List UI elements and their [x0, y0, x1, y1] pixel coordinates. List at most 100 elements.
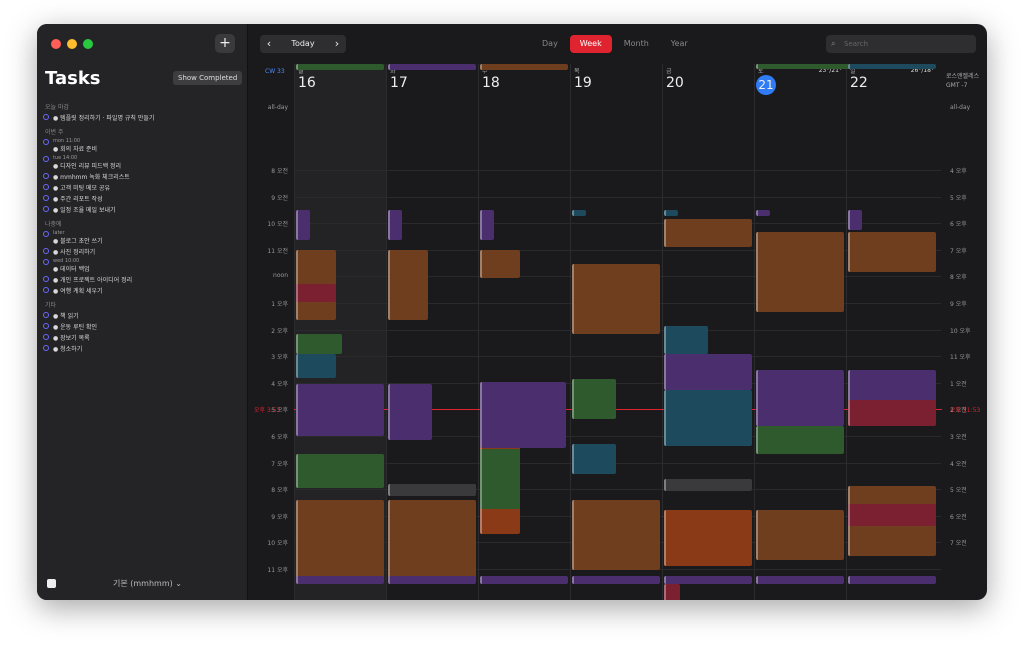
task-checkbox[interactable] — [43, 206, 49, 212]
calendar-checkbox[interactable] — [47, 579, 56, 588]
calendar-event[interactable] — [664, 210, 678, 216]
calendar-event[interactable] — [296, 64, 384, 70]
calendar-event[interactable] — [664, 479, 752, 491]
calendar-event[interactable] — [664, 510, 752, 566]
calendar-event[interactable] — [848, 210, 862, 230]
view-week[interactable]: Week — [569, 35, 612, 53]
calendar-event[interactable] — [480, 250, 520, 278]
calendar-event[interactable] — [848, 64, 936, 69]
calendar-event[interactable] — [480, 576, 568, 584]
day-column[interactable] — [846, 64, 938, 600]
task-checkbox[interactable] — [43, 276, 49, 282]
day-column[interactable] — [478, 64, 570, 600]
calendar-event[interactable] — [756, 232, 844, 312]
task-item[interactable]: wed 10:00 ● 데이터 백업 — [43, 258, 241, 273]
calendar-event[interactable] — [572, 379, 616, 419]
calendar-event[interactable] — [388, 250, 428, 320]
calendar-event[interactable] — [848, 370, 936, 402]
day-header[interactable]: 일 22 26°/18° — [846, 64, 938, 100]
calendar-event[interactable] — [756, 510, 844, 560]
today-button[interactable]: Today — [278, 35, 328, 53]
calendar-event[interactable] — [572, 500, 660, 570]
task-item[interactable]: ● 주간 리포트 작성 — [43, 194, 241, 203]
day-header[interactable]: 화 17 — [386, 64, 478, 100]
calendar-event[interactable] — [664, 576, 752, 584]
calendar-event[interactable] — [756, 426, 844, 454]
zoom-button[interactable] — [83, 39, 93, 49]
view-day[interactable]: Day — [542, 39, 558, 48]
task-item[interactable]: ● mmhmm 녹화 체크리스트 — [43, 172, 241, 181]
calendar-event[interactable] — [388, 64, 476, 70]
task-item[interactable]: later ● 블로그 초안 쓰기 — [43, 230, 241, 245]
calendar-event[interactable] — [480, 382, 566, 448]
calendar-event[interactable] — [756, 210, 770, 216]
task-item[interactable]: ● 여행 계획 세우기 — [43, 286, 241, 295]
task-item[interactable]: ● 청소하기 — [43, 344, 241, 353]
task-checkbox[interactable] — [43, 173, 49, 179]
day-column[interactable] — [570, 64, 662, 600]
day-header[interactable]: 월 16 — [294, 64, 386, 100]
calendar-event[interactable] — [296, 284, 336, 302]
task-checkbox[interactable] — [43, 114, 49, 120]
task-checkbox[interactable] — [43, 195, 49, 201]
day-header[interactable]: 토 21 23°/21° — [754, 64, 846, 100]
task-checkbox[interactable] — [43, 287, 49, 293]
calendar-event[interactable] — [756, 576, 844, 584]
task-item[interactable]: ● 고객 미팅 메모 공유 — [43, 183, 241, 192]
day-header[interactable]: 수 18 — [478, 64, 570, 100]
calendar-event[interactable] — [296, 454, 384, 488]
task-checkbox[interactable] — [43, 184, 49, 190]
task-checkbox[interactable] — [43, 259, 49, 265]
day-header[interactable]: 목 19 — [570, 64, 662, 100]
search-field[interactable]: ⌕ Search — [826, 35, 976, 53]
calendar-event[interactable] — [480, 64, 568, 70]
calendar-event[interactable] — [664, 219, 752, 247]
task-item[interactable]: mon 11:00 ● 회의 자료 준비 — [43, 138, 241, 153]
calendar-event[interactable] — [388, 500, 476, 580]
calendar-name-label[interactable]: 기본 (mmhmm) ⌄ — [113, 579, 182, 588]
view-year[interactable]: Year — [670, 39, 688, 48]
calendar-event[interactable] — [480, 210, 494, 240]
calendar-event[interactable] — [756, 370, 844, 426]
calendar-event[interactable] — [388, 576, 476, 584]
calendar-event[interactable] — [664, 326, 708, 354]
calendar-event[interactable] — [664, 354, 752, 390]
calendar-event[interactable] — [572, 210, 586, 216]
calendar-event[interactable] — [388, 384, 432, 440]
calendar-event[interactable] — [848, 232, 936, 272]
calendar-event[interactable] — [480, 449, 520, 509]
calendar-event[interactable] — [848, 576, 936, 584]
view-month[interactable]: Month — [623, 39, 649, 48]
calendar-event[interactable] — [572, 264, 660, 334]
day-column[interactable] — [386, 64, 478, 600]
calendar-event[interactable] — [296, 576, 384, 584]
add-task-button[interactable]: + — [215, 34, 235, 53]
task-item[interactable]: ● 책 읽기 — [43, 311, 241, 320]
day-header[interactable]: 금 20 — [662, 64, 754, 100]
task-checkbox[interactable] — [43, 334, 49, 340]
close-button[interactable] — [51, 39, 61, 49]
calendar-event[interactable] — [756, 64, 852, 69]
day-column[interactable] — [754, 64, 846, 600]
calendar-event[interactable] — [388, 484, 476, 496]
calendar-event[interactable] — [296, 210, 310, 240]
calendar-event[interactable] — [664, 390, 752, 446]
task-item[interactable]: ● 일정 조율 메일 보내기 — [43, 205, 241, 214]
day-column[interactable] — [662, 64, 754, 600]
show-completed-button[interactable]: Show Completed — [173, 71, 243, 85]
calendar-event[interactable] — [664, 584, 680, 600]
calendar-event[interactable] — [296, 334, 342, 354]
next-week-button[interactable]: › — [328, 35, 346, 53]
task-checkbox[interactable] — [43, 139, 49, 145]
task-item[interactable]: ● 장보기 목록 — [43, 333, 241, 342]
calendar-event[interactable] — [848, 504, 936, 526]
calendar-event[interactable] — [572, 444, 616, 474]
calendar-event[interactable] — [296, 500, 384, 580]
calendar-event[interactable] — [388, 210, 402, 240]
calendar-event[interactable] — [572, 576, 660, 584]
task-item[interactable]: tue 14:00 ● 디자인 리뷰 피드백 정리 — [43, 155, 241, 170]
task-checkbox[interactable] — [43, 231, 49, 237]
task-checkbox[interactable] — [43, 156, 49, 162]
timezone-label[interactable]: 로스앤젤레스 GMT -7 — [946, 73, 980, 89]
task-checkbox[interactable] — [43, 323, 49, 329]
